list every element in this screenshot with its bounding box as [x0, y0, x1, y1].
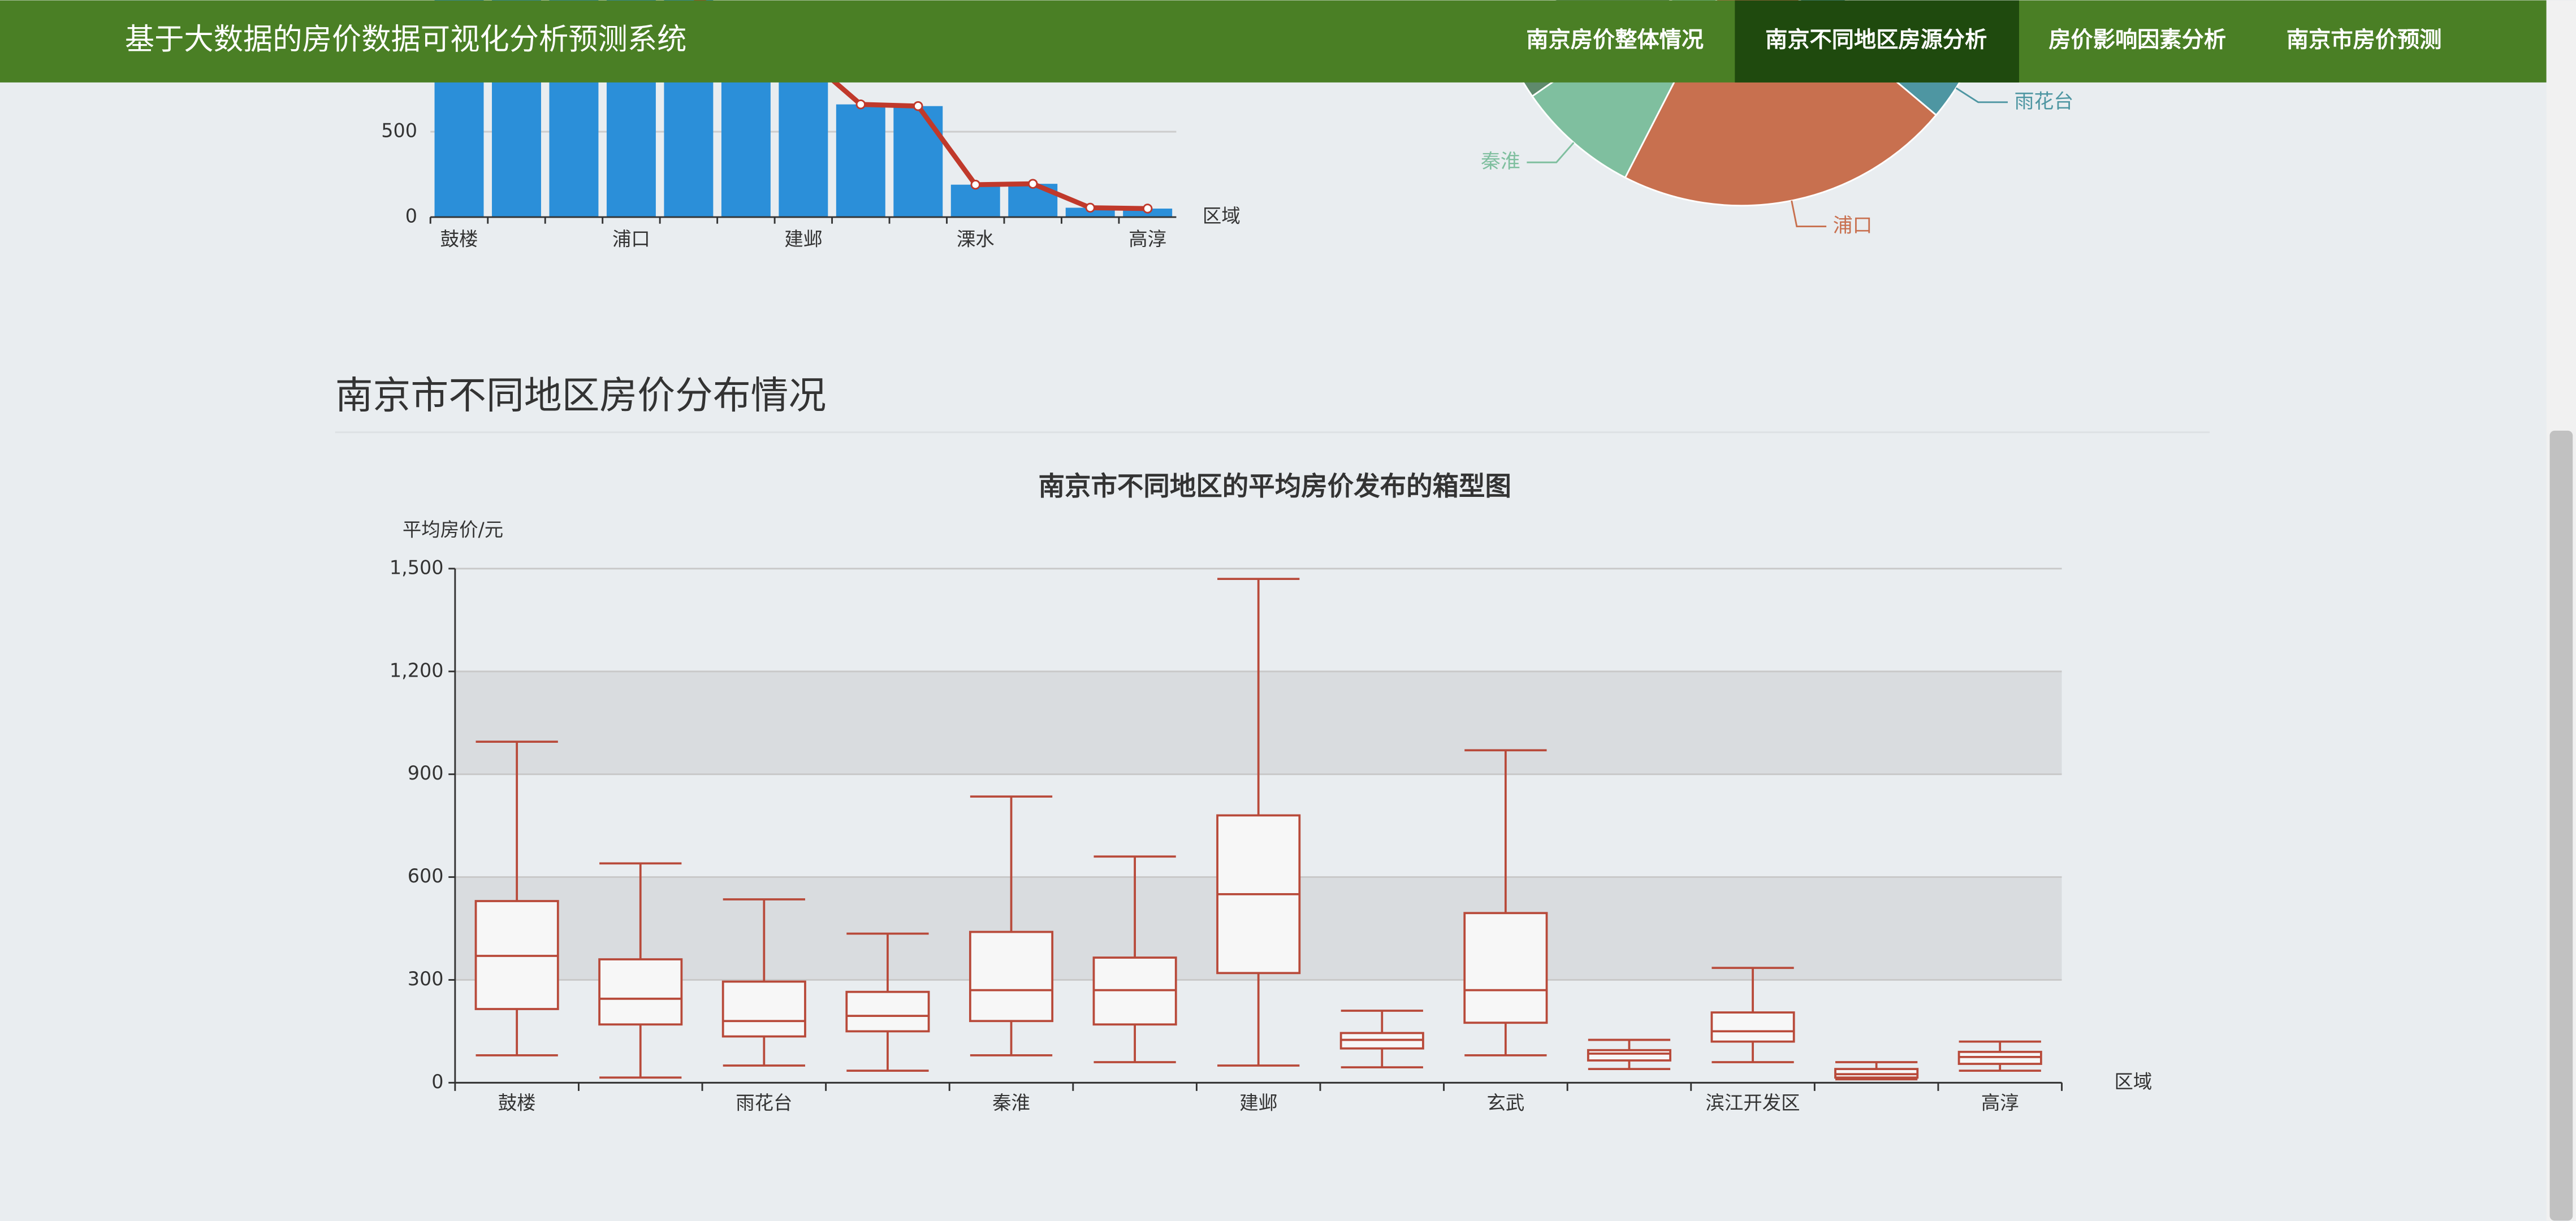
x-tick-label: 浦口	[612, 228, 650, 250]
x-tick-label: 鼓楼	[440, 228, 478, 250]
box	[1710, 1011, 1795, 1043]
box	[969, 930, 1054, 1023]
x-tick-label: 建邺	[1239, 1092, 1277, 1114]
box	[721, 980, 806, 1038]
line-point	[1028, 179, 1038, 189]
nav-item[interactable]: 房价影响因素分析	[2048, 28, 2226, 53]
nav-item[interactable]: 南京房价整体情况	[1526, 28, 1704, 53]
site-title[interactable]: 基于大数据的房价数据可视化分析预测系统	[125, 22, 687, 57]
x-tick-label: 高淳	[1129, 228, 1166, 250]
pie-leader	[1791, 200, 1827, 227]
box	[598, 958, 683, 1026]
bar	[893, 106, 943, 218]
nav-item[interactable]: 南京市房价预测	[2287, 28, 2442, 53]
pie-label: 秦淮	[1481, 150, 1520, 173]
nav-active-bg	[1735, 0, 2019, 83]
y-tick-label: 0	[431, 1071, 443, 1093]
x-tick-label: 高淳	[1981, 1092, 2019, 1114]
x-tick-label: 秦淮	[992, 1092, 1030, 1114]
pie-label: 浦口	[1833, 215, 1873, 237]
pie-leader	[1955, 87, 2008, 103]
line-point	[913, 101, 923, 111]
y-tick-label: 1,200	[390, 659, 444, 681]
x-tick-label: 玄武	[1486, 1092, 1524, 1114]
header-bar	[0, 0, 2547, 83]
chart-title: 南京市不同地区的平均房价发布的箱型图	[1039, 471, 1511, 501]
y-axis-name: 平均房价/元	[403, 519, 503, 541]
x-tick-label: 滨江开发区	[1706, 1092, 1800, 1114]
box	[1587, 1049, 1672, 1062]
x-tick-label: 建邺	[784, 228, 822, 250]
x-tick-label: 鼓楼	[498, 1092, 536, 1114]
nav-item[interactable]: 南京不同地区房源分析	[1765, 28, 1987, 53]
box	[845, 990, 930, 1033]
line-point	[1085, 202, 1095, 213]
y-tick-label: 1,500	[390, 556, 444, 578]
y-tick-label: 300	[408, 968, 444, 990]
y-tick-label: 0	[405, 205, 417, 227]
x-axis-name: 区域	[1203, 205, 1241, 227]
line-point	[855, 99, 866, 110]
line-point	[1142, 204, 1153, 214]
section-title: 南京市不同地区房价分布情况	[335, 373, 827, 417]
y-tick-label: 600	[408, 865, 444, 887]
pie-label: 雨花台	[2015, 90, 2074, 113]
line-point	[970, 179, 980, 190]
y-tick-label: 500	[381, 120, 417, 142]
x-axis-name: 区域	[2115, 1071, 2153, 1093]
y-tick-label: 900	[408, 762, 444, 784]
x-tick-label: 雨花台	[736, 1092, 792, 1114]
x-tick-label: 溧水	[957, 228, 995, 250]
bar	[836, 104, 885, 218]
pie-leader	[1527, 142, 1575, 163]
bar	[950, 184, 1000, 218]
header: 基于大数据的房价数据可视化分析预测系统 南京房价整体情况 南京不同地区房源分析 房价…	[0, 0, 2547, 83]
box	[1463, 912, 1548, 1024]
scrollbar-thumb[interactable]	[2549, 430, 2573, 1221]
